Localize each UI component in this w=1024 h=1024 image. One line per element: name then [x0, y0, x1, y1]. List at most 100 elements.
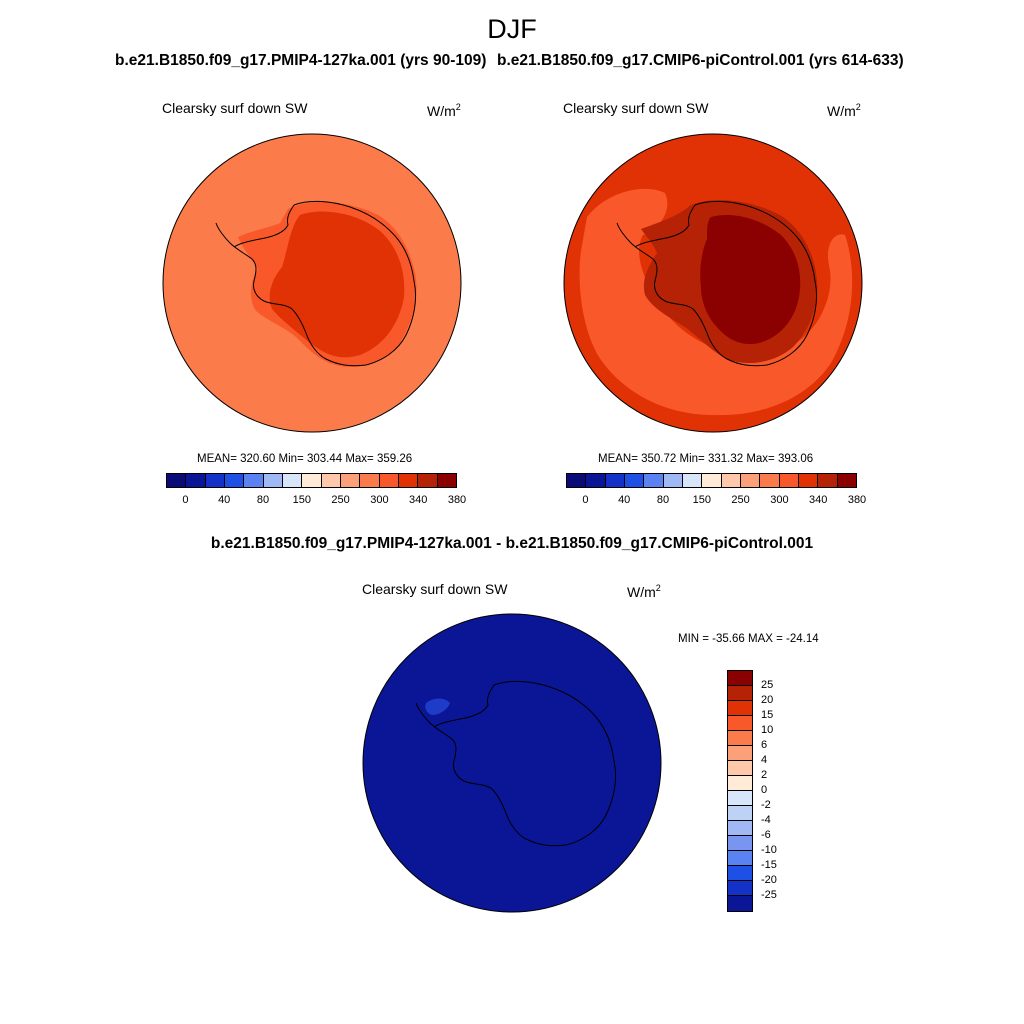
panel-1-colorbar	[166, 473, 457, 488]
colorbar-swatch	[728, 671, 752, 686]
colorbar-swatch	[728, 686, 752, 701]
colorbar-swatch	[721, 474, 741, 487]
colorbar-swatch	[728, 791, 752, 806]
colorbar-swatch	[644, 474, 664, 487]
colorbar-swatch	[728, 776, 752, 791]
colorbar-tick-label: 6	[761, 739, 768, 751]
colorbar-swatch	[728, 881, 752, 896]
panel-2-interior-contour	[700, 215, 801, 345]
colorbar-tick-label: 40	[618, 494, 631, 506]
colorbar-swatch	[779, 474, 799, 487]
panel-1-polar-map	[162, 133, 462, 433]
colorbar-swatch	[302, 474, 322, 487]
colorbar-tick-label: 80	[656, 494, 670, 506]
colorbar-tick-label: 340	[409, 494, 428, 506]
panel-2-case-title: b.e21.B1850.f09_g17.CMIP6-piControl.001 …	[497, 52, 904, 69]
panel-2-units-label: W/m2	[827, 102, 861, 119]
colorbar-tick-label: 10	[761, 724, 774, 736]
panel-1-coastline	[215, 200, 417, 367]
colorbar-swatch	[282, 474, 303, 487]
colorbar-tick-label: -6	[761, 829, 771, 841]
panel-2-polar-map	[563, 133, 863, 433]
colorbar-tick-label: 15	[761, 709, 774, 721]
colorbar-swatch	[224, 474, 245, 487]
colorbar-swatch	[360, 474, 380, 487]
colorbar-tick-label: 250	[731, 494, 750, 506]
panel-2-variable-label: Clearsky surf down SW	[563, 100, 709, 116]
colorbar-tick-label: 80	[256, 494, 270, 506]
colorbar-swatch	[624, 474, 645, 487]
difference-polar-map	[362, 613, 662, 913]
colorbar-swatch	[837, 474, 856, 487]
difference-map-border	[362, 613, 662, 913]
colorbar-tick-label: 340	[809, 494, 828, 506]
colorbar-tick-label: 300	[370, 494, 389, 506]
colorbar-swatch	[728, 701, 752, 716]
colorbar-swatch	[663, 474, 683, 487]
colorbar-swatch	[321, 474, 341, 487]
colorbar-swatch	[340, 474, 361, 487]
colorbar-tick-label: 150	[292, 494, 311, 506]
season-title: DJF	[487, 14, 537, 44]
colorbar-tick-label: 20	[761, 694, 774, 706]
colorbar-swatch	[728, 821, 752, 836]
difference-colorbar-labels: 25 20 15 10 6 4 2 0 -2 -4 -6 -10 -15 -20 -25	[761, 670, 801, 910]
panel-1-stats: MEAN= 320.60 Min= 303.44 Max= 359.26	[197, 453, 413, 465]
colorbar-tick-label: 380	[447, 494, 467, 506]
panel-1-case-title: b.e21.B1850.f09_g17.PMIP4-127ka.001 (yrs…	[115, 52, 487, 69]
colorbar-swatch	[728, 896, 752, 911]
colorbar-tick-label: 380	[847, 494, 867, 506]
colorbar-swatch	[702, 474, 722, 487]
colorbar-swatch	[398, 474, 419, 487]
panel-2-colorbar-labels: 0 40 80 150 250 300 340 380	[566, 494, 866, 508]
colorbar-tick-label: -4	[761, 814, 771, 826]
colorbar-tick-label: 2	[761, 769, 768, 781]
colorbar-swatch	[728, 866, 752, 881]
colorbar-swatch	[728, 851, 752, 866]
panel-2-colorbar	[566, 473, 857, 488]
colorbar-swatch	[728, 746, 752, 761]
colorbar-tick-label: 0	[761, 784, 768, 796]
panel-1-units-label: W/m2	[427, 102, 461, 119]
colorbar-tick-label: -20	[761, 874, 777, 886]
colorbar-swatch	[567, 474, 587, 487]
difference-field	[363, 614, 661, 912]
colorbar-tick-label: -25	[761, 889, 777, 901]
colorbar-swatch	[818, 474, 838, 487]
difference-coastline	[415, 680, 617, 847]
colorbar-tick-label: 250	[331, 494, 350, 506]
colorbar-swatch	[740, 474, 761, 487]
panel-1-variable-label: Clearsky surf down SW	[162, 100, 308, 116]
colorbar-swatch	[205, 474, 225, 487]
colorbar-swatch	[728, 761, 752, 776]
panel-2-coastline	[616, 200, 818, 367]
colorbar-swatch	[728, 836, 752, 851]
colorbar-swatch	[682, 474, 703, 487]
panel-2-map-border	[563, 133, 863, 433]
colorbar-swatch	[586, 474, 606, 487]
colorbar-tick-label: -10	[761, 844, 777, 856]
colorbar-tick-label: 300	[770, 494, 789, 506]
colorbar-swatch	[437, 474, 456, 487]
colorbar-tick-label: -2	[761, 799, 771, 811]
colorbar-tick-label: 25	[761, 679, 774, 691]
difference-colorbar	[727, 670, 753, 912]
difference-patch	[425, 698, 450, 715]
colorbar-swatch	[728, 731, 752, 746]
colorbar-tick-label: 0	[582, 494, 589, 506]
colorbar-swatch	[798, 474, 819, 487]
colorbar-swatch	[728, 806, 752, 821]
colorbar-swatch	[244, 474, 264, 487]
colorbar-tick-label: 4	[761, 754, 768, 766]
difference-units-label: W/m2	[627, 583, 661, 600]
colorbar-tick-label: 40	[218, 494, 231, 506]
colorbar-swatch	[186, 474, 206, 487]
difference-variable-label: Clearsky surf down SW	[362, 581, 508, 597]
colorbar-tick-label: -15	[761, 859, 777, 871]
difference-minmax: MIN = -35.66 MAX = -24.14	[678, 633, 819, 645]
colorbar-swatch	[167, 474, 187, 487]
colorbar-swatch	[379, 474, 399, 487]
colorbar-swatch	[728, 716, 752, 731]
panel-1-colorbar-labels: 0 40 80 150 250 300 340 380	[166, 494, 466, 508]
panel-1-map-border	[162, 133, 462, 433]
